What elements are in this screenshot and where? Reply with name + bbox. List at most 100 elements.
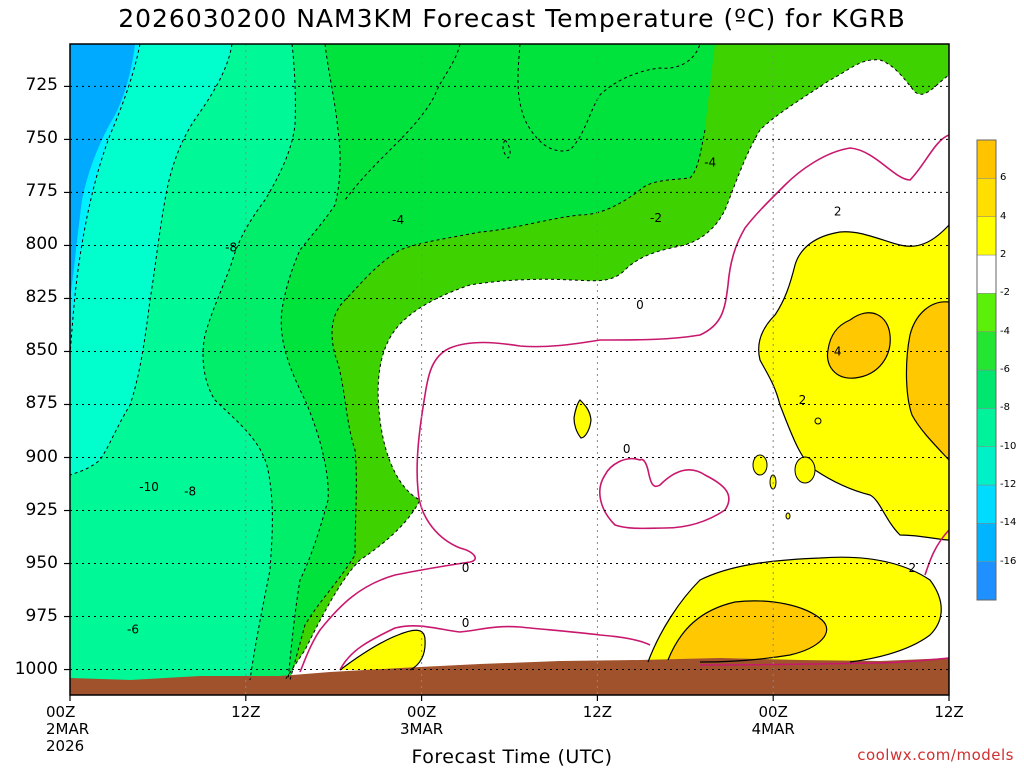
contour-line-layer xyxy=(69,43,950,681)
x-tick-label-line: 00Z xyxy=(758,703,788,721)
colorbar-frame xyxy=(976,139,997,601)
contour-line-minus2 xyxy=(70,43,950,681)
contour-line-minus8 xyxy=(202,43,296,681)
contour-line-4-a xyxy=(826,312,891,379)
colorbar-swatch xyxy=(976,216,997,256)
x-tick-label-line: 12Z xyxy=(231,703,261,721)
x-tick-label: 12Z xyxy=(206,704,286,721)
y-tick-label: 825 xyxy=(25,287,58,308)
contour-cell-2-0 xyxy=(752,454,768,476)
fill-below-minus12 xyxy=(70,44,135,300)
contour-label: 2 xyxy=(834,205,842,219)
colorbar-swatch xyxy=(976,523,997,562)
colorbar-label: -2 xyxy=(1000,287,1010,299)
x-tick-label-line: 12Z xyxy=(582,703,613,721)
freezing-line-bottom xyxy=(699,657,950,666)
colorbar-label: -8 xyxy=(1000,402,1010,414)
chart-title: 2026030200 NAM3KM Forecast Temperature (… xyxy=(118,4,906,33)
x-tick-label: 12Z xyxy=(909,704,989,721)
colorbar-label: -12 xyxy=(1000,479,1017,490)
x-axis-title: Forecast Time (UTC) xyxy=(411,746,613,768)
colorbar xyxy=(976,139,997,601)
contour-line-2-speck xyxy=(573,399,592,439)
colorbar-swatch xyxy=(976,254,997,294)
colorbar-label: -4 xyxy=(1000,325,1010,337)
x-tick-label: 00Z 3MAR xyxy=(382,704,462,738)
x-tick-label-line: 2MAR xyxy=(46,720,90,738)
x-tick-label: 12Z xyxy=(557,704,637,721)
freezing-line-right xyxy=(924,529,950,576)
contour-line-4-c xyxy=(667,600,828,663)
contour-cell-2-4 xyxy=(814,417,822,425)
colorbar-swatch xyxy=(976,484,997,524)
colorbar-swatch xyxy=(976,139,997,179)
fill-2-4-speck xyxy=(574,400,591,438)
temperature-fill-layer xyxy=(70,44,949,695)
contour-label: -8 xyxy=(225,241,237,255)
plot-frame xyxy=(69,43,950,696)
x-tick-label-line: 2026 xyxy=(46,737,85,755)
x-tick-label-line: 00Z xyxy=(46,703,76,721)
y-tick-label: 850 xyxy=(25,340,58,361)
colorbar-swatch xyxy=(976,293,997,332)
colorbar-label: 4 xyxy=(1000,210,1007,222)
y-tick-label: 975 xyxy=(25,605,58,626)
contour-label: 0 xyxy=(462,616,470,630)
x-tick-label-line: 4MAR xyxy=(751,720,795,738)
x-tick-label-line: 3MAR xyxy=(400,720,444,738)
y-tick-label: 800 xyxy=(25,234,58,255)
freezing-line-lower xyxy=(339,625,651,671)
contour-label: 0 xyxy=(623,442,631,456)
contour-label: -6 xyxy=(127,622,139,636)
contour-line-2-lower xyxy=(647,556,942,663)
contour-label: -8 xyxy=(184,484,196,498)
contour-line-minus6 xyxy=(280,43,341,681)
contour-label: -4 xyxy=(392,213,404,227)
colorbar-label: 6 xyxy=(1000,172,1007,184)
contour-label: -10 xyxy=(139,480,159,494)
contour-line-minus2-island xyxy=(502,139,511,159)
colorbar-swatch xyxy=(976,408,997,447)
freezing-line-upper xyxy=(299,134,950,673)
y-tick-label: 875 xyxy=(25,393,58,414)
contour-line-4-b xyxy=(905,301,950,461)
contour-label: -2 xyxy=(650,211,662,225)
colorbar-swatch xyxy=(976,369,997,409)
watermark[interactable]: coolwx.com/models xyxy=(857,746,1014,764)
colorbar-swatch xyxy=(976,561,997,601)
contour-line-minus4 xyxy=(289,129,706,681)
contour-label: 0 xyxy=(462,561,470,575)
contour-label: 2 xyxy=(909,561,917,575)
colorbar-label: -6 xyxy=(1000,364,1010,375)
colorbar-label: -14 xyxy=(1000,517,1017,529)
colorbar-swatch xyxy=(976,178,997,217)
y-tick-label: 750 xyxy=(25,128,58,149)
y-tick-label: 900 xyxy=(25,446,58,467)
fill-above4-b xyxy=(906,301,949,460)
y-tick-label: 775 xyxy=(25,181,58,202)
colorbar-swatch xyxy=(976,331,997,371)
contour-label: 2 xyxy=(799,393,807,407)
contour-label-layer: -8 -4 -4 -2 0 2 4 2 0 -10 -8 0 2 0 -6 xyxy=(127,156,916,637)
terrain-fill xyxy=(70,658,949,695)
x-tick-label: 00Z 2MAR 2026 xyxy=(46,704,126,755)
y-tick-label: 725 xyxy=(25,75,58,96)
contour-line-2-upper xyxy=(758,224,950,541)
contour-label: 4 xyxy=(834,344,842,358)
contour-cell-2-2 xyxy=(794,456,816,484)
fill-minus10-minus8 xyxy=(70,44,232,475)
contour-line-minus4-upper xyxy=(344,43,461,201)
y-tick-label: 925 xyxy=(25,499,58,520)
contour-line-minus2-upper xyxy=(517,43,701,152)
colorbar-label: -16 xyxy=(1000,555,1017,567)
fill-2-4-small xyxy=(340,630,426,670)
contour-line-minus12 xyxy=(69,43,141,356)
x-tick-label-line: 00Z xyxy=(406,703,437,721)
contour-label: -4 xyxy=(704,156,716,170)
contour-line-2-small xyxy=(339,629,426,671)
fill-above4-a xyxy=(827,312,891,379)
y-tick-label: 1000 xyxy=(14,658,58,679)
tick-layer xyxy=(64,85,950,701)
colorbar-swatch xyxy=(976,446,997,486)
